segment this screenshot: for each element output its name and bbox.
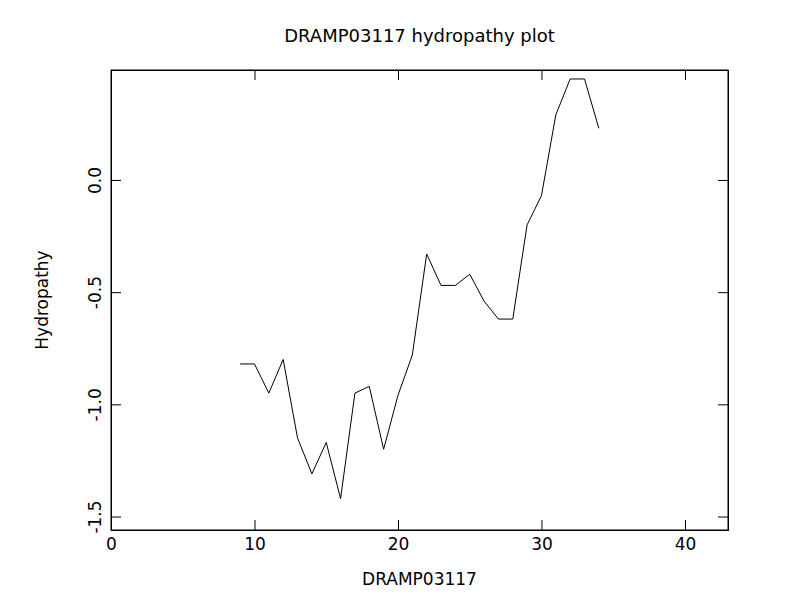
tick <box>541 70 542 80</box>
tick-mark <box>111 517 121 518</box>
y-label: Hydropathy <box>32 250 52 349</box>
tick-label: 10 <box>244 534 266 554</box>
tick <box>718 180 728 181</box>
x-axis-top <box>112 70 729 80</box>
title: DRAMP03117 hydropathy plot <box>284 25 555 46</box>
y-axis: -1.5 -1.0 -0.5 0.0 <box>85 71 121 534</box>
tick-mark <box>254 520 255 530</box>
tick: -1.0 <box>85 388 121 421</box>
tick <box>718 292 728 293</box>
axis-line <box>112 71 729 81</box>
x-label: DRAMP03117 <box>362 569 477 589</box>
axis-line <box>112 520 729 531</box>
axis-line <box>112 71 122 531</box>
tick-label: -1.0 <box>85 388 105 421</box>
tick-mark <box>718 517 728 518</box>
y-axis-right <box>718 71 729 531</box>
tick: 40 <box>675 520 697 554</box>
x-axis: 0 10 20 30 40 <box>106 520 728 554</box>
tick <box>718 517 728 518</box>
tick-label: -0.5 <box>85 276 105 309</box>
tick-label: 0.0 <box>85 167 105 194</box>
tick <box>685 70 686 80</box>
tick-mark <box>718 292 728 293</box>
tick-mark <box>685 520 686 530</box>
plot-frame <box>111 70 728 530</box>
tick: 20 <box>388 520 410 554</box>
tick-mark <box>685 70 686 80</box>
tick-mark <box>541 520 542 530</box>
tick: 10 <box>244 520 266 554</box>
tick-label: 0 <box>106 534 117 554</box>
tick: 30 <box>531 520 553 554</box>
tick-label: 20 <box>388 534 410 554</box>
tick <box>718 404 728 405</box>
data-line <box>240 79 599 499</box>
plot: 0 10 20 30 40 -1.5 -1.0 -0.5 0.0 <box>85 70 729 554</box>
axis-line <box>718 71 729 531</box>
tick-mark <box>398 520 399 530</box>
tick: 0.0 <box>85 167 121 194</box>
data-layer <box>240 79 599 499</box>
tick-mark <box>718 404 728 405</box>
tick-mark <box>111 292 121 293</box>
tick-mark <box>398 70 399 80</box>
tick-label: -1.5 <box>85 500 105 533</box>
tick-mark <box>111 180 121 181</box>
tick-mark <box>541 70 542 80</box>
tick-mark <box>718 180 728 181</box>
tick: -1.5 <box>85 500 121 533</box>
tick: -0.5 <box>85 276 121 309</box>
tick-label: 30 <box>531 534 553 554</box>
tick <box>398 70 399 80</box>
chart: 0 10 20 30 40 -1.5 -1.0 -0.5 0.0 DRAMP03117 hydro… <box>0 0 800 600</box>
tick-mark <box>254 70 255 80</box>
tick <box>254 70 255 80</box>
tick-label: 40 <box>675 534 697 554</box>
tick-mark <box>111 404 121 405</box>
